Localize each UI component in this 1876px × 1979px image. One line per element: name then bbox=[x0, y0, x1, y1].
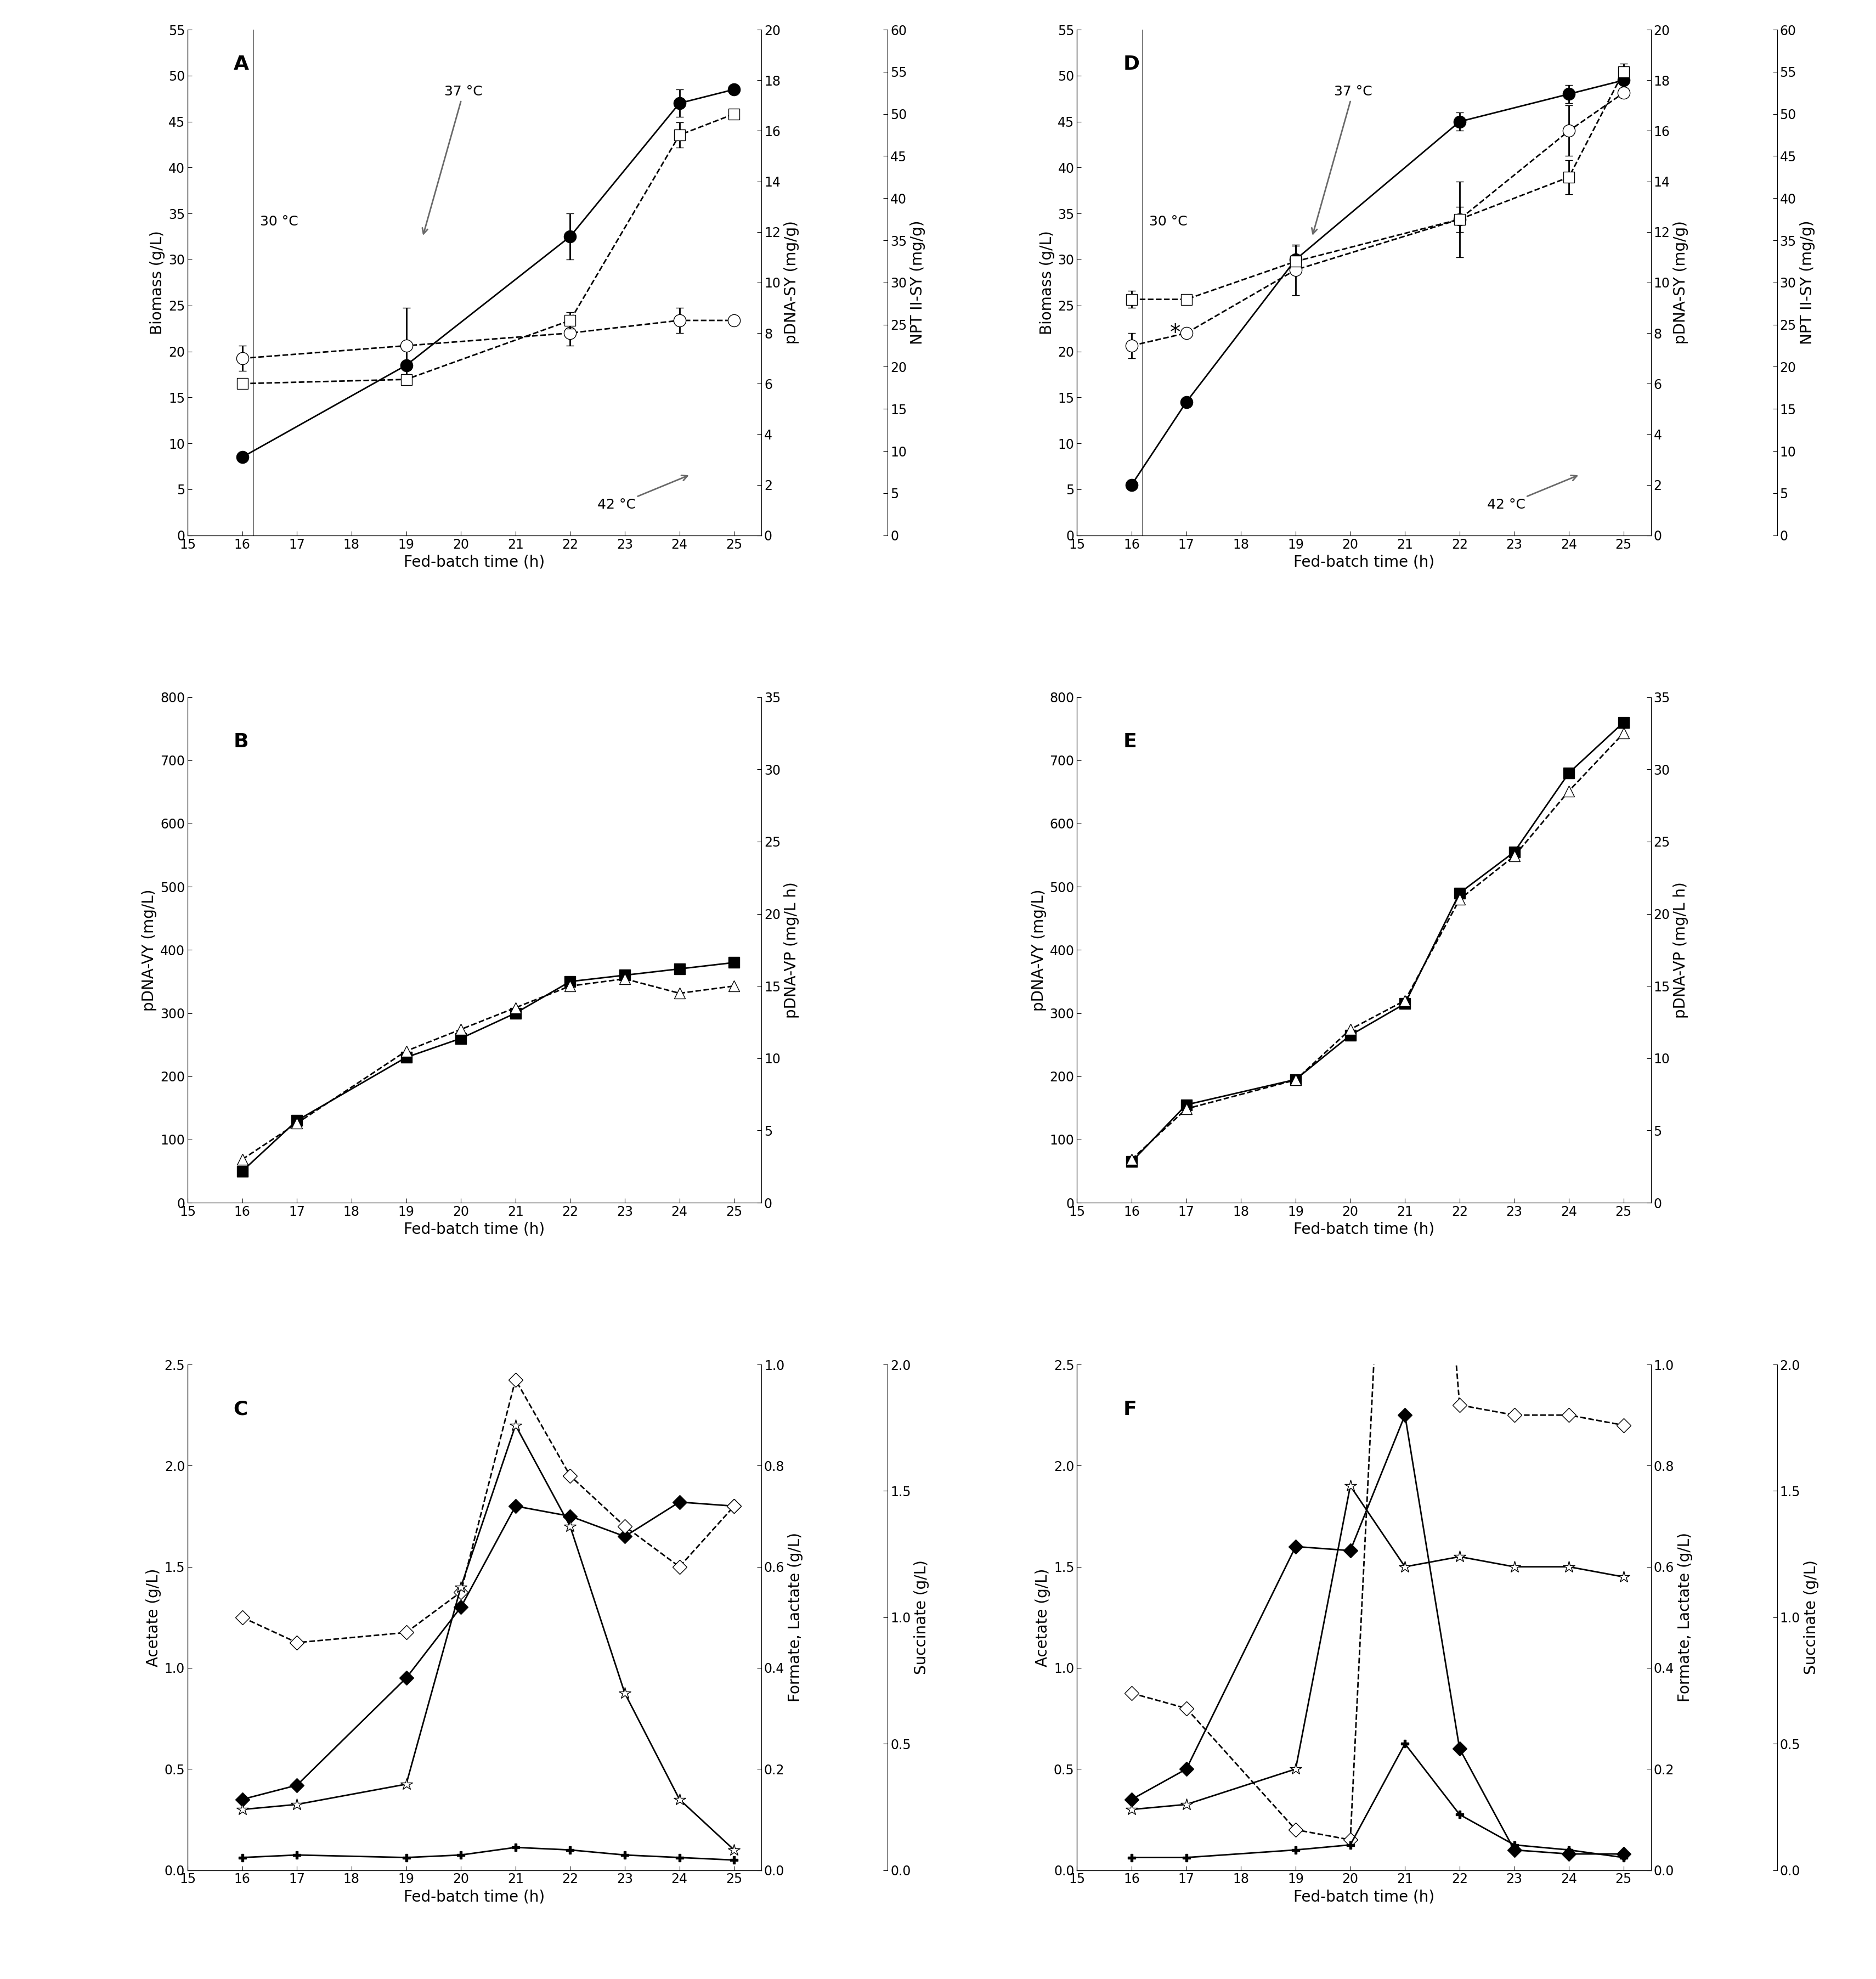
X-axis label: Fed-batch time (h): Fed-batch time (h) bbox=[1293, 554, 1435, 570]
Y-axis label: pDNA-SY (mg/g): pDNA-SY (mg/g) bbox=[1673, 222, 1688, 344]
Y-axis label: pDNA-SY (mg/g): pDNA-SY (mg/g) bbox=[784, 222, 799, 344]
Text: E: E bbox=[1124, 732, 1137, 752]
Text: *: * bbox=[1171, 323, 1180, 344]
Y-axis label: NPT II-SY (mg/g): NPT II-SY (mg/g) bbox=[1799, 220, 1814, 344]
Y-axis label: Biomass (g/L): Biomass (g/L) bbox=[1039, 230, 1054, 334]
Y-axis label: pDNA-VY (mg/L): pDNA-VY (mg/L) bbox=[143, 889, 158, 1011]
Y-axis label: Biomass (g/L): Biomass (g/L) bbox=[150, 230, 165, 334]
Text: 42 °C: 42 °C bbox=[597, 475, 687, 511]
Text: C: C bbox=[233, 1399, 248, 1419]
X-axis label: Fed-batch time (h): Fed-batch time (h) bbox=[1293, 1890, 1435, 1904]
Text: 42 °C: 42 °C bbox=[1488, 475, 1578, 511]
Y-axis label: NPT II-SY (mg/g): NPT II-SY (mg/g) bbox=[910, 220, 925, 344]
Text: F: F bbox=[1124, 1399, 1137, 1419]
Text: A: A bbox=[233, 55, 250, 73]
X-axis label: Fed-batch time (h): Fed-batch time (h) bbox=[403, 1890, 546, 1904]
Text: D: D bbox=[1124, 55, 1139, 73]
X-axis label: Fed-batch time (h): Fed-batch time (h) bbox=[403, 1221, 546, 1237]
Y-axis label: pDNA-VP (mg/L h): pDNA-VP (mg/L h) bbox=[1673, 883, 1688, 1017]
X-axis label: Fed-batch time (h): Fed-batch time (h) bbox=[403, 554, 546, 570]
Y-axis label: pDNA-VP (mg/L h): pDNA-VP (mg/L h) bbox=[784, 883, 799, 1017]
Y-axis label: Succinate (g/L): Succinate (g/L) bbox=[914, 1559, 929, 1674]
Y-axis label: Acetate (g/L): Acetate (g/L) bbox=[1036, 1567, 1051, 1666]
Y-axis label: Formate, Lactate (g/L): Formate, Lactate (g/L) bbox=[788, 1532, 803, 1702]
Y-axis label: pDNA-VY (mg/L): pDNA-VY (mg/L) bbox=[1032, 889, 1047, 1011]
Y-axis label: Succinate (g/L): Succinate (g/L) bbox=[1803, 1559, 1820, 1674]
Text: 30 °C: 30 °C bbox=[259, 216, 298, 228]
Y-axis label: Acetate (g/L): Acetate (g/L) bbox=[146, 1567, 161, 1666]
X-axis label: Fed-batch time (h): Fed-batch time (h) bbox=[1293, 1221, 1435, 1237]
Text: 30 °C: 30 °C bbox=[1150, 216, 1188, 228]
Text: 37 °C: 37 °C bbox=[1311, 85, 1371, 234]
Y-axis label: Formate, Lactate (g/L): Formate, Lactate (g/L) bbox=[1677, 1532, 1692, 1702]
Text: B: B bbox=[233, 732, 250, 752]
Text: 37 °C: 37 °C bbox=[422, 85, 482, 234]
